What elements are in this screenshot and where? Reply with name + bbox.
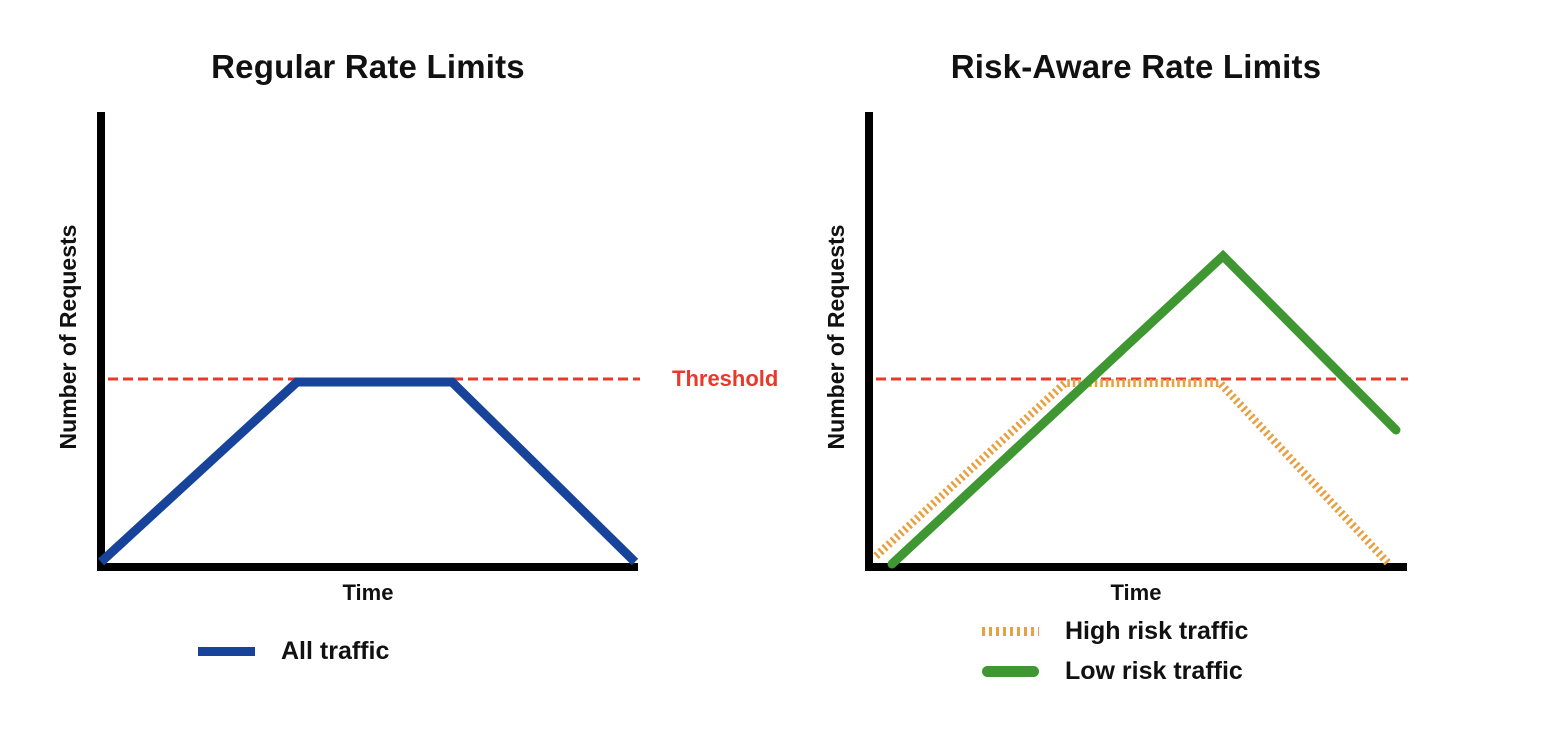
legend-dotted-orange-line-icon xyxy=(982,627,1039,636)
legend-solid-blue-line-icon xyxy=(198,647,255,656)
left-chart-axes xyxy=(97,112,638,571)
left-chart-title: Regular Rate Limits xyxy=(211,48,525,85)
left-x-axis xyxy=(97,563,638,571)
left-y-axis xyxy=(97,112,105,571)
right-y-axis xyxy=(865,112,873,571)
right-chart-axes xyxy=(865,112,1407,571)
legend-label: High risk traffic xyxy=(1065,617,1249,645)
legend-low-risk-traffic: Low risk traffic xyxy=(982,657,1243,686)
legend-all-traffic: All traffic xyxy=(198,637,389,666)
legend-high-risk-traffic: High risk traffic xyxy=(982,617,1248,646)
left-x-axis-label: Time xyxy=(342,580,394,605)
legend-label: All traffic xyxy=(281,637,390,665)
left-y-axis-label: Number of Requests xyxy=(55,224,81,450)
all-traffic-line xyxy=(97,377,639,566)
right-x-axis-label: Time xyxy=(1110,580,1162,605)
high-risk-traffic-line xyxy=(873,379,1391,566)
threshold-label: Threshold xyxy=(672,366,779,391)
right-chart-title: Risk-Aware Rate Limits xyxy=(950,48,1322,85)
legend-solid-green-line-icon xyxy=(982,666,1039,677)
right-y-axis-label: Number of Requests xyxy=(823,224,849,450)
right-x-axis xyxy=(865,563,1407,571)
low-risk-traffic-line xyxy=(887,249,1401,569)
legend-label: Low risk traffic xyxy=(1065,657,1243,685)
